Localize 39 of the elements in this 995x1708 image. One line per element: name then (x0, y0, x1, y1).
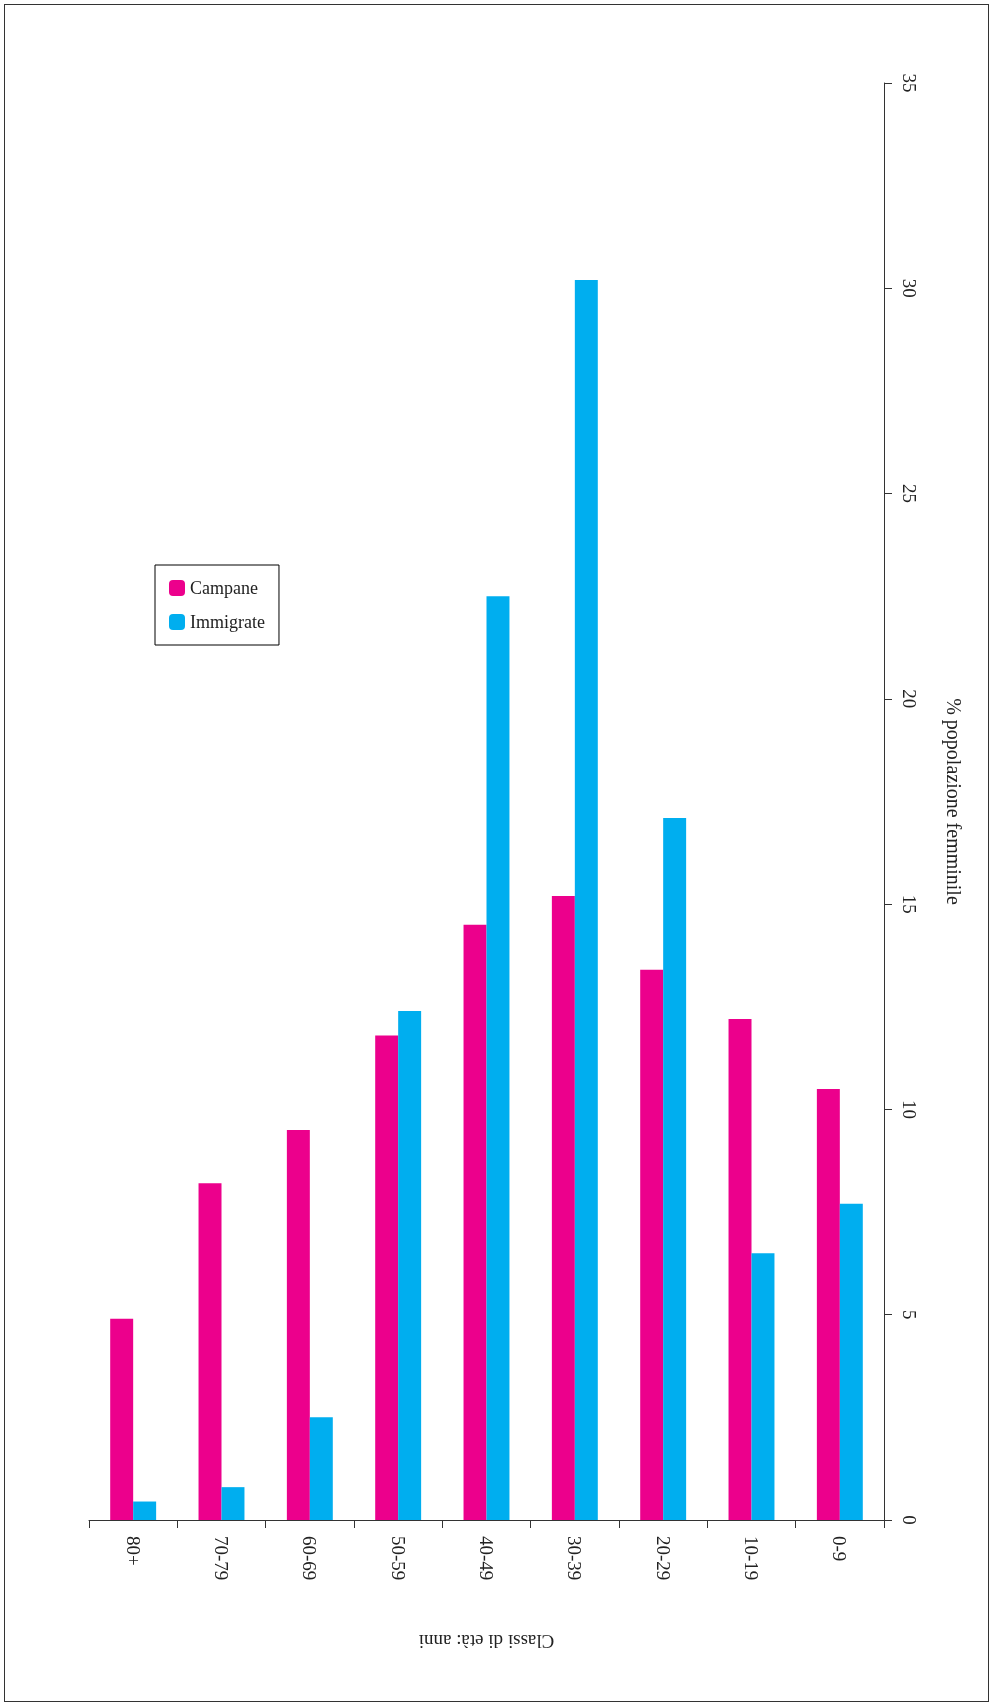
y-tick-label: 15 (899, 894, 920, 914)
bar (551, 895, 575, 1520)
bar (309, 1417, 333, 1520)
bar (110, 1318, 134, 1520)
y-tick-label: 20 (899, 689, 920, 709)
y-tick-label: 30 (899, 278, 920, 298)
bar (286, 1129, 310, 1520)
bar (663, 817, 687, 1520)
bar (198, 1183, 222, 1520)
bar (133, 1501, 157, 1520)
legend-label: Campane (190, 578, 258, 598)
y-tick-label: 25 (899, 484, 920, 504)
y-tick-label: 10 (899, 1099, 920, 1119)
x-tick-label: 60-69 (299, 1536, 321, 1581)
bar (816, 1088, 840, 1520)
y-tick-label: 5 (899, 1309, 920, 1320)
bar (463, 924, 487, 1520)
x-tick-label: 20-29 (652, 1536, 674, 1581)
bar (640, 969, 664, 1520)
x-tick-label: 30-39 (564, 1536, 586, 1581)
legend-label: Immigrate (190, 612, 265, 632)
bar (486, 596, 510, 1520)
x-tick-label: 50-59 (387, 1536, 409, 1581)
bar (221, 1487, 245, 1520)
x-axis-title: Classi di età: anni (418, 1631, 555, 1652)
y-axis-title: % popolazione femminile (942, 698, 965, 905)
y-tick-label: 35 (899, 73, 920, 93)
bar (375, 1035, 399, 1520)
x-tick-label: 40-49 (476, 1536, 497, 1581)
bar (398, 1010, 422, 1520)
bar (751, 1253, 775, 1520)
y-tick-label: 0 (899, 1515, 920, 1525)
x-tick-label: 80+ (122, 1536, 144, 1566)
bar (574, 280, 598, 1520)
bar (839, 1203, 863, 1520)
bar (728, 1019, 752, 1520)
x-tick-label: 70-79 (211, 1536, 232, 1581)
x-tick-label: 0-9 (829, 1536, 851, 1562)
x-tick-label: 10-19 (741, 1536, 762, 1581)
